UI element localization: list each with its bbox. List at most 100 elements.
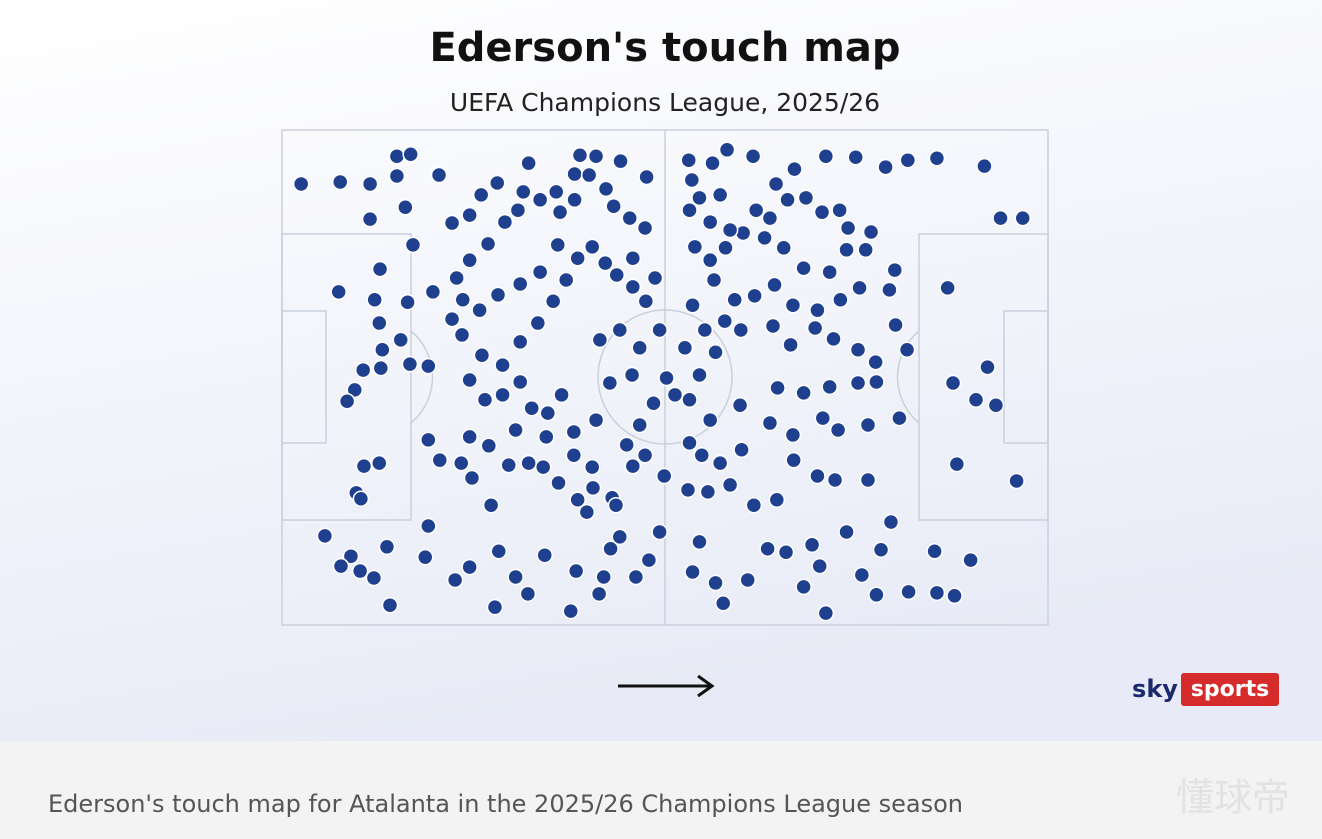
touch-dot [578,503,596,521]
touch-dot [962,551,979,569]
watermark: 懂球帝 [1176,776,1290,820]
touch-dot [691,366,708,384]
touch-dot [826,471,844,489]
touch-dot [637,293,655,310]
touch-dot [461,206,478,224]
touch-dot [877,158,894,176]
touch-dot [817,604,835,622]
touch-dot [583,238,601,256]
touch-dot [587,147,605,165]
touch-dot [681,434,698,452]
touch-dot [859,416,877,434]
touch-dot [424,283,442,301]
touch-dot [531,191,549,209]
touch-dot [900,583,917,601]
touch-dot [399,294,416,311]
logo-sports: sports [1191,677,1269,702]
touch-dot [420,357,437,375]
touch-dot [515,183,532,201]
touch-dot [645,394,662,412]
touch-dot [811,557,828,575]
touch-dot [691,189,708,207]
caption-band [0,741,1322,839]
touch-dot [520,154,537,172]
touch-dot [612,152,629,170]
touch-dot [655,467,673,485]
touch-dot [829,421,847,439]
touch-dot [553,386,570,404]
touch-dot [584,479,602,497]
touch-dot [711,186,729,204]
touch-dot [601,374,619,392]
touch-dot [721,476,739,494]
touch-dot [1014,209,1031,227]
touch-dot [979,358,996,376]
touch-dot [928,149,946,167]
touch-dot [766,276,783,294]
touch-dot [721,221,739,239]
touch-dot [898,341,916,359]
logo-sky: sky [1132,675,1178,703]
touch-dot [461,428,478,446]
touch-dot [769,379,786,397]
touch-dot [381,596,399,614]
touch-dot [785,451,802,469]
touch-dot [684,563,701,581]
touch-dot [557,271,575,289]
touch-dot [731,396,749,414]
touch-dot [624,457,642,475]
touch-dot [597,254,614,272]
touch-dot [392,331,409,349]
touch-dot [338,393,356,410]
touch-dot [597,180,615,198]
touch-dot [587,411,605,429]
touch-dot [479,235,497,253]
touch-dot [686,238,704,256]
touch-dot [482,496,500,514]
touch-dot [583,458,601,476]
touch-dot [611,321,629,339]
touch-dot [862,223,880,241]
touch-dot [446,571,464,589]
touch-dot [891,409,908,427]
touch-dot [739,571,756,589]
touch-dot [717,239,734,257]
touch-dot [529,314,547,332]
touch-dot [566,165,583,183]
touch-dot [851,279,868,297]
touch-dot [795,259,812,277]
touch-dot [292,175,310,193]
touch-dot [832,291,849,309]
touch-dot [531,263,549,281]
touch-dot [534,458,552,476]
touch-dot [476,391,494,409]
touch-dot [590,585,608,603]
touch-dot [331,173,349,191]
chart-subtitle: UEFA Champions League, 2025/26 [450,88,880,117]
touch-dot [489,286,507,304]
touch-dot [366,291,383,309]
touch-dot [550,474,567,492]
touch-dot [784,426,802,444]
touch-dot [756,229,773,247]
touch-dot [681,201,698,219]
touch-dot [809,467,826,485]
touch-dot [473,346,491,364]
touch-dot [608,266,625,284]
touch-dot [868,373,885,391]
touch-dot [401,355,419,373]
touch-dot [623,366,641,384]
touch-dot [806,319,824,337]
touch-dot [779,191,796,209]
touch-dot [453,326,471,344]
touch-dot [681,391,698,409]
touch-dot [461,371,478,389]
touch-dot [887,316,904,334]
touch-dot [813,203,831,221]
chart-title: Ederson's touch map [429,25,900,71]
touch-dot [461,251,478,269]
touch-dot [759,540,776,558]
touch-dot [867,353,884,371]
touch-dot [511,275,529,293]
